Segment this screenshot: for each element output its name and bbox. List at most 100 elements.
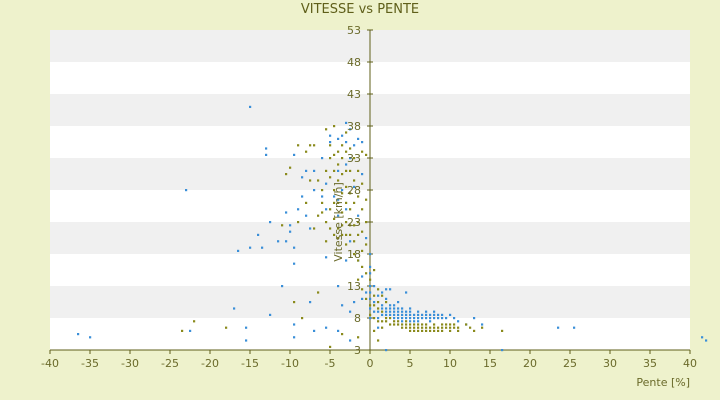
- point-series-a: [369, 285, 372, 288]
- point-series-a: [421, 313, 424, 316]
- point-series-b: [369, 313, 372, 316]
- point-series-a: [289, 230, 292, 233]
- point-series-a: [237, 249, 240, 252]
- point-series-b: [349, 192, 352, 195]
- point-series-a: [373, 310, 376, 313]
- point-series-a: [297, 208, 300, 211]
- point-series-b: [369, 304, 372, 307]
- point-series-a: [305, 169, 308, 172]
- y-tick-label: 8: [354, 312, 361, 325]
- point-series-b: [373, 269, 376, 272]
- point-series-b: [377, 320, 380, 323]
- point-series-a: [397, 307, 400, 310]
- point-series-b: [421, 329, 424, 332]
- point-series-a: [345, 121, 348, 124]
- point-series-b: [373, 317, 376, 320]
- point-series-a: [337, 198, 340, 201]
- point-series-a: [369, 307, 372, 310]
- x-axis-title: Pente [%]: [636, 376, 690, 389]
- point-series-b: [441, 326, 444, 329]
- point-series-a: [361, 275, 364, 278]
- point-series-a: [349, 128, 352, 131]
- x-tick-label: 15: [483, 357, 497, 370]
- point-series-a: [369, 265, 372, 268]
- point-series-b: [341, 333, 344, 336]
- point-series-b: [345, 169, 348, 172]
- point-series-b: [401, 323, 404, 326]
- point-series-a: [385, 349, 388, 352]
- x-tick-label: -10: [281, 357, 299, 370]
- point-series-b: [501, 329, 504, 332]
- x-tick-label: -30: [121, 357, 139, 370]
- y-tick-label: 13: [347, 280, 361, 293]
- point-series-a: [381, 304, 384, 307]
- point-series-a: [393, 304, 396, 307]
- point-series-a: [405, 317, 408, 320]
- point-series-a: [245, 339, 248, 342]
- point-series-b: [413, 323, 416, 326]
- point-series-a: [385, 288, 388, 291]
- y-tick-label: 28: [347, 184, 361, 197]
- point-series-b: [333, 201, 336, 204]
- point-series-a: [269, 221, 272, 224]
- point-series-a: [373, 285, 376, 288]
- point-series-b: [369, 278, 372, 281]
- point-series-b: [409, 329, 412, 332]
- point-series-b: [377, 307, 380, 310]
- point-series-a: [705, 339, 708, 342]
- point-series-b: [433, 326, 436, 329]
- point-series-a: [413, 317, 416, 320]
- point-series-b: [325, 128, 328, 131]
- point-series-a: [409, 320, 412, 323]
- point-series-b: [365, 272, 368, 275]
- point-series-a: [257, 233, 260, 236]
- point-series-a: [701, 336, 704, 339]
- x-tick-label: 35: [643, 357, 657, 370]
- point-series-b: [381, 326, 384, 329]
- point-series-b: [449, 326, 452, 329]
- point-series-a: [425, 313, 428, 316]
- point-series-a: [365, 291, 368, 294]
- point-series-b: [317, 291, 320, 294]
- point-series-a: [329, 141, 332, 144]
- point-series-a: [389, 313, 392, 316]
- point-series-a: [277, 240, 280, 243]
- point-series-b: [385, 301, 388, 304]
- point-series-a: [457, 320, 460, 323]
- y-tick-label: 3: [354, 344, 361, 357]
- y-tick-label: 33: [347, 152, 361, 165]
- point-series-b: [429, 326, 432, 329]
- y-tick-label: 53: [347, 24, 361, 37]
- point-series-a: [433, 317, 436, 320]
- x-tick-label: 10: [443, 357, 457, 370]
- point-series-b: [397, 320, 400, 323]
- point-series-b: [469, 326, 472, 329]
- point-series-b: [481, 326, 484, 329]
- point-series-a: [365, 237, 368, 240]
- chart-title: VITESSE vs PENTE: [300, 2, 420, 17]
- point-series-a: [421, 317, 424, 320]
- point-series-b: [409, 326, 412, 329]
- point-series-a: [409, 310, 412, 313]
- point-series-a: [249, 246, 252, 249]
- point-series-b: [361, 208, 364, 211]
- point-series-b: [349, 169, 352, 172]
- x-tick-label: -20: [201, 357, 219, 370]
- point-series-a: [573, 326, 576, 329]
- point-series-b: [405, 323, 408, 326]
- point-series-a: [401, 307, 404, 310]
- point-series-b: [293, 301, 296, 304]
- point-series-a: [353, 144, 356, 147]
- point-series-b: [333, 153, 336, 156]
- point-series-b: [329, 227, 332, 230]
- point-series-b: [345, 221, 348, 224]
- point-series-b: [337, 237, 340, 240]
- point-series-a: [321, 157, 324, 160]
- point-series-a: [377, 326, 380, 329]
- x-tick-label: -15: [241, 357, 259, 370]
- point-series-a: [441, 317, 444, 320]
- point-series-b: [357, 278, 360, 281]
- x-tick-label: 0: [367, 357, 374, 370]
- point-series-b: [345, 233, 348, 236]
- point-series-a: [417, 310, 420, 313]
